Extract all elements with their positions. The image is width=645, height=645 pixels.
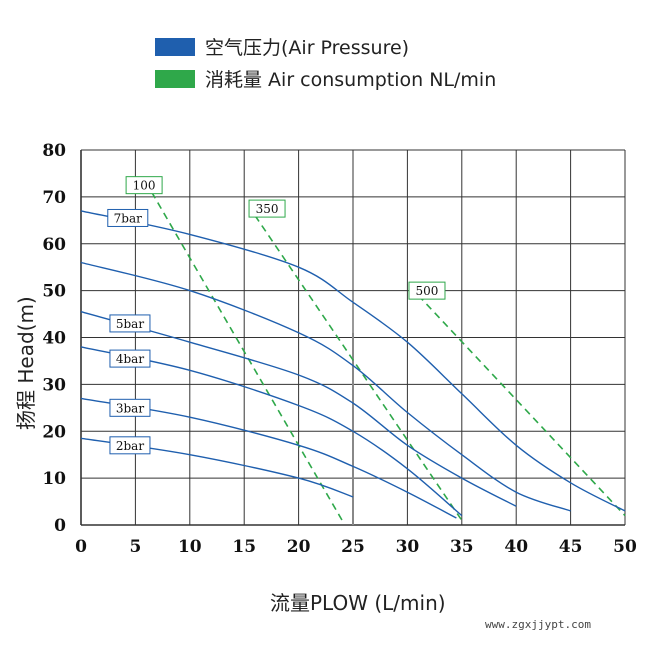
pressure-label-2bar: 2bar xyxy=(116,439,144,453)
pressure-curve-3bar xyxy=(80,397,457,519)
x-tick-label: 0 xyxy=(75,537,87,557)
pressure-label-box-5bar xyxy=(109,314,151,333)
pressure-label-box-4bar xyxy=(109,349,151,368)
plot-area: 0 5 10 15 20 25 30 35 40 45 50010203040506070807ba… xyxy=(42,141,637,557)
consumption-line-350 xyxy=(254,215,463,521)
consumption-label-500: 500 xyxy=(416,284,439,298)
pressure-curve-7bar xyxy=(80,210,626,512)
y-tick-label: 70 xyxy=(42,188,66,208)
legend-pressure-label: 空气压力(Air Pressure) xyxy=(205,37,409,59)
x-tick-label: 40 xyxy=(504,537,528,557)
y-tick-label: 10 xyxy=(42,469,66,489)
x-tick-label: 35 xyxy=(450,537,474,557)
x-tick-label: 50 xyxy=(613,537,637,557)
legend-consumption-label: 消耗量 Air consumption NL/min xyxy=(205,69,496,91)
y-axis-title: 扬程 Head(m) xyxy=(14,296,38,430)
x-tick-label: 10 xyxy=(178,537,202,557)
x-tick-label: 5 xyxy=(129,537,141,557)
y-tick-label: 0 xyxy=(54,516,66,536)
pressure-curve-5bar xyxy=(80,311,517,507)
legend-pressure-swatch xyxy=(155,38,195,56)
y-tick-label: 60 xyxy=(42,235,66,255)
consumption-label-box-500 xyxy=(408,281,446,300)
y-tick-label: 20 xyxy=(42,422,66,442)
pressure-label-box-2bar xyxy=(109,436,151,455)
consumption-label-box-350 xyxy=(248,199,286,218)
pressure-curve-4bar xyxy=(80,346,463,517)
y-tick-label: 30 xyxy=(42,375,66,395)
pressure-label-7bar: 7bar xyxy=(114,211,142,225)
pressure-label-5bar: 5bar xyxy=(116,317,144,331)
consumption-label-box-100 xyxy=(125,176,163,195)
x-tick-label: 20 xyxy=(287,537,311,557)
consumption-line-500 xyxy=(417,294,626,517)
pressure-label-box-7bar xyxy=(107,208,149,227)
legend: 空气压力(Air Pressure) 消耗量 Air consumption N… xyxy=(155,37,496,91)
x-tick-label: 30 xyxy=(396,537,420,557)
legend-consumption-swatch xyxy=(155,70,195,88)
pressure-label-3bar: 3bar xyxy=(116,401,144,415)
x-axis-title: 流量PLOW (L/min) xyxy=(270,591,446,615)
y-tick-label: 50 xyxy=(42,282,66,302)
x-tick-label: 45 xyxy=(559,537,583,557)
x-tick-label: 15 xyxy=(232,537,256,557)
consumption-label-100: 100 xyxy=(133,179,156,193)
x-tick-label: 25 xyxy=(341,537,365,557)
pressure-label-box-3bar xyxy=(109,398,151,417)
y-tick-label: 80 xyxy=(42,141,66,161)
y-tick-label: 40 xyxy=(42,329,66,349)
consumption-label-350: 350 xyxy=(256,202,279,216)
watermark: www.zgxjjypt.com xyxy=(485,618,591,631)
pressure-curve-series-1 xyxy=(80,261,571,512)
pressure-label-4bar: 4bar xyxy=(116,352,144,366)
consumption-line-100 xyxy=(151,191,343,521)
